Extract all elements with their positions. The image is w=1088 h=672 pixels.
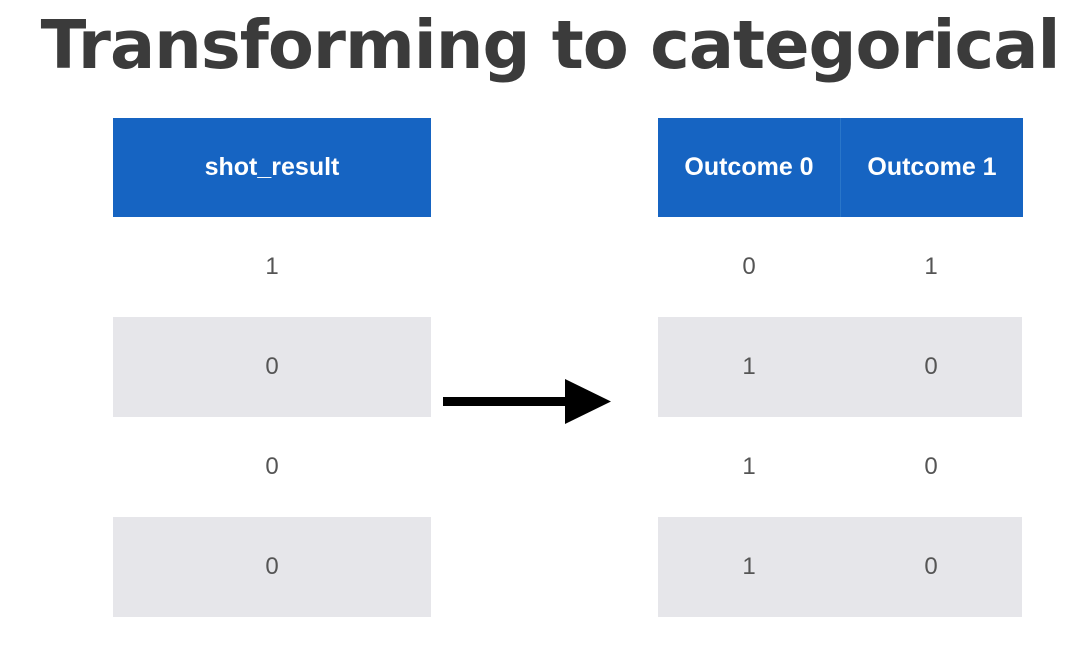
outcome-0-header: Outcome 0 xyxy=(658,118,840,217)
table-cell: 1 xyxy=(924,253,938,280)
table-row: 0 xyxy=(113,517,431,617)
table-cell: 0 xyxy=(924,453,938,480)
table-row: 1 xyxy=(113,217,431,317)
slide-title: Transforming to categorical xyxy=(40,6,1061,84)
shot-result-header: shot_result xyxy=(113,118,431,217)
table-row: 1 0 xyxy=(658,317,1023,417)
table-row: 0 xyxy=(113,417,431,517)
outcome-table: Outcome 0 Outcome 1 0 1 1 0 1 0 1 0 xyxy=(658,118,1023,617)
table-cell: 1 xyxy=(742,453,756,480)
table-row: 0 xyxy=(113,317,431,417)
table-row: 1 0 xyxy=(658,517,1023,617)
table-cell: 0 xyxy=(742,253,756,280)
table-cell: 1 xyxy=(658,317,840,417)
table-row: 1 0 xyxy=(658,417,1023,517)
outcome-1-header: Outcome 1 xyxy=(840,118,1023,217)
table-cell: 0 xyxy=(265,453,279,480)
table-cell: 1 xyxy=(658,517,840,617)
table-cell: 0 xyxy=(113,317,431,417)
table-header-row: Outcome 0 Outcome 1 xyxy=(658,118,1023,217)
shot-result-table: shot_result 1 0 0 0 xyxy=(113,118,431,617)
table-cell: 1 xyxy=(265,253,279,280)
table-cell: 0 xyxy=(113,517,431,617)
table-cell: 0 xyxy=(840,517,1022,617)
table-cell: 0 xyxy=(840,317,1022,417)
right-arrow-icon xyxy=(443,378,613,430)
table-row: 0 1 xyxy=(658,217,1023,317)
table-header-row: shot_result xyxy=(113,118,431,217)
